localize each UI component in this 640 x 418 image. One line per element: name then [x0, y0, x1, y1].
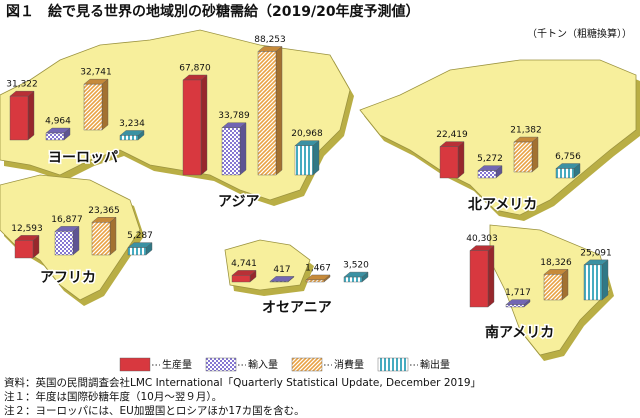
- legend-label: 輸入量: [248, 358, 278, 371]
- region-label: アフリカ: [40, 270, 96, 286]
- value-label: 18,326: [540, 258, 572, 268]
- bar: [305, 279, 325, 283]
- bar-side: [531, 136, 539, 173]
- bar: [294, 145, 314, 176]
- value-label: 88,253: [254, 35, 286, 45]
- bar: [583, 264, 603, 301]
- value-label: 4,964: [45, 117, 71, 127]
- value-label: 5,287: [127, 231, 153, 241]
- legend-swatch: [205, 357, 237, 372]
- value-label: 4,741: [231, 259, 257, 269]
- region-label: 南アメリカ: [485, 324, 554, 341]
- chart-title: 図１ 絵で見る世界の地域別の砂糖需給（2019/20年度予測値）: [6, 3, 420, 20]
- value-label: 21,382: [510, 126, 542, 136]
- legend-label: 輸出量: [420, 358, 450, 371]
- legend-swatch: [119, 357, 151, 372]
- value-label: 32,741: [80, 68, 112, 78]
- bar-side: [101, 78, 109, 131]
- bar: [269, 281, 289, 283]
- legend-label: 消費量: [334, 358, 364, 371]
- value-label: 33,789: [218, 111, 250, 121]
- value-label: 5,272: [477, 154, 503, 164]
- bar: [54, 231, 74, 256]
- value-label: 3,520: [343, 261, 369, 271]
- note: 注２：ヨーロッパには、EU加盟国とロシアほか17カ国を含む。: [4, 404, 305, 417]
- value-label: 22,419: [436, 130, 468, 140]
- legend: 生産量 輸入量 消費量 輸出量: [119, 357, 450, 372]
- bar-side: [561, 268, 569, 301]
- bar: [91, 222, 111, 256]
- bar: [505, 304, 525, 308]
- value-label: 25,091: [580, 248, 612, 258]
- region-label: 北アメリカ: [468, 197, 537, 213]
- bar-side: [457, 141, 465, 179]
- bar-side: [312, 140, 320, 176]
- bar: [513, 141, 533, 173]
- value-label: 67,870: [179, 63, 211, 73]
- legend-label: 生産量: [162, 358, 192, 371]
- value-label: 23,365: [88, 206, 120, 216]
- legend-swatch: [291, 357, 323, 372]
- value-label: 3,234: [119, 119, 145, 129]
- bar: [439, 146, 459, 179]
- value-label: 40,303: [466, 234, 498, 244]
- value-label: 1,717: [505, 288, 531, 298]
- bars: 31,322 4,964 32,741 3,234 ヨーロッパ 67,870 33,789 8…: [6, 35, 612, 343]
- value-label: 417: [273, 265, 290, 275]
- value-label: 16,877: [51, 215, 83, 225]
- unit-note: （千トン（粗糖換算））: [527, 27, 632, 40]
- bar-side: [27, 90, 35, 141]
- bar: [555, 168, 575, 179]
- bar: [221, 127, 241, 176]
- bar-side: [109, 216, 117, 256]
- bar: [127, 247, 147, 256]
- note: 注１：年度は国際砂糖年度（10月～翌９月）。: [4, 390, 222, 403]
- bar: [119, 135, 139, 141]
- bar: [14, 240, 34, 259]
- bar: [543, 274, 563, 301]
- bar: [469, 250, 489, 308]
- value-label: 12,593: [11, 224, 43, 234]
- value-label: 31,322: [6, 80, 38, 90]
- region-label: アジア: [218, 194, 259, 210]
- bar: [343, 276, 363, 283]
- bar-side: [487, 245, 495, 308]
- value-label: 6,756: [555, 152, 581, 162]
- region-label: ヨーロッパ: [48, 150, 118, 166]
- notes: 資料：英国の民間調査会社LMC International「Quarterly …: [4, 376, 481, 417]
- bar: [83, 83, 103, 131]
- bar: [231, 275, 251, 283]
- bar: [182, 79, 202, 176]
- bar-side: [200, 74, 208, 176]
- bar: [477, 170, 497, 179]
- bar: [45, 132, 65, 141]
- bar-side: [239, 122, 247, 176]
- region-label: オセアニア: [262, 300, 332, 316]
- value-label: 1,467: [305, 263, 331, 273]
- bar: [9, 95, 29, 141]
- note: 資料：英国の民間調査会社LMC International「Quarterly …: [4, 376, 481, 389]
- value-label: 20,968: [291, 129, 323, 139]
- bar: [257, 51, 277, 176]
- bar-side: [601, 259, 609, 301]
- legend-swatch: [377, 357, 409, 372]
- bar-side: [275, 46, 283, 176]
